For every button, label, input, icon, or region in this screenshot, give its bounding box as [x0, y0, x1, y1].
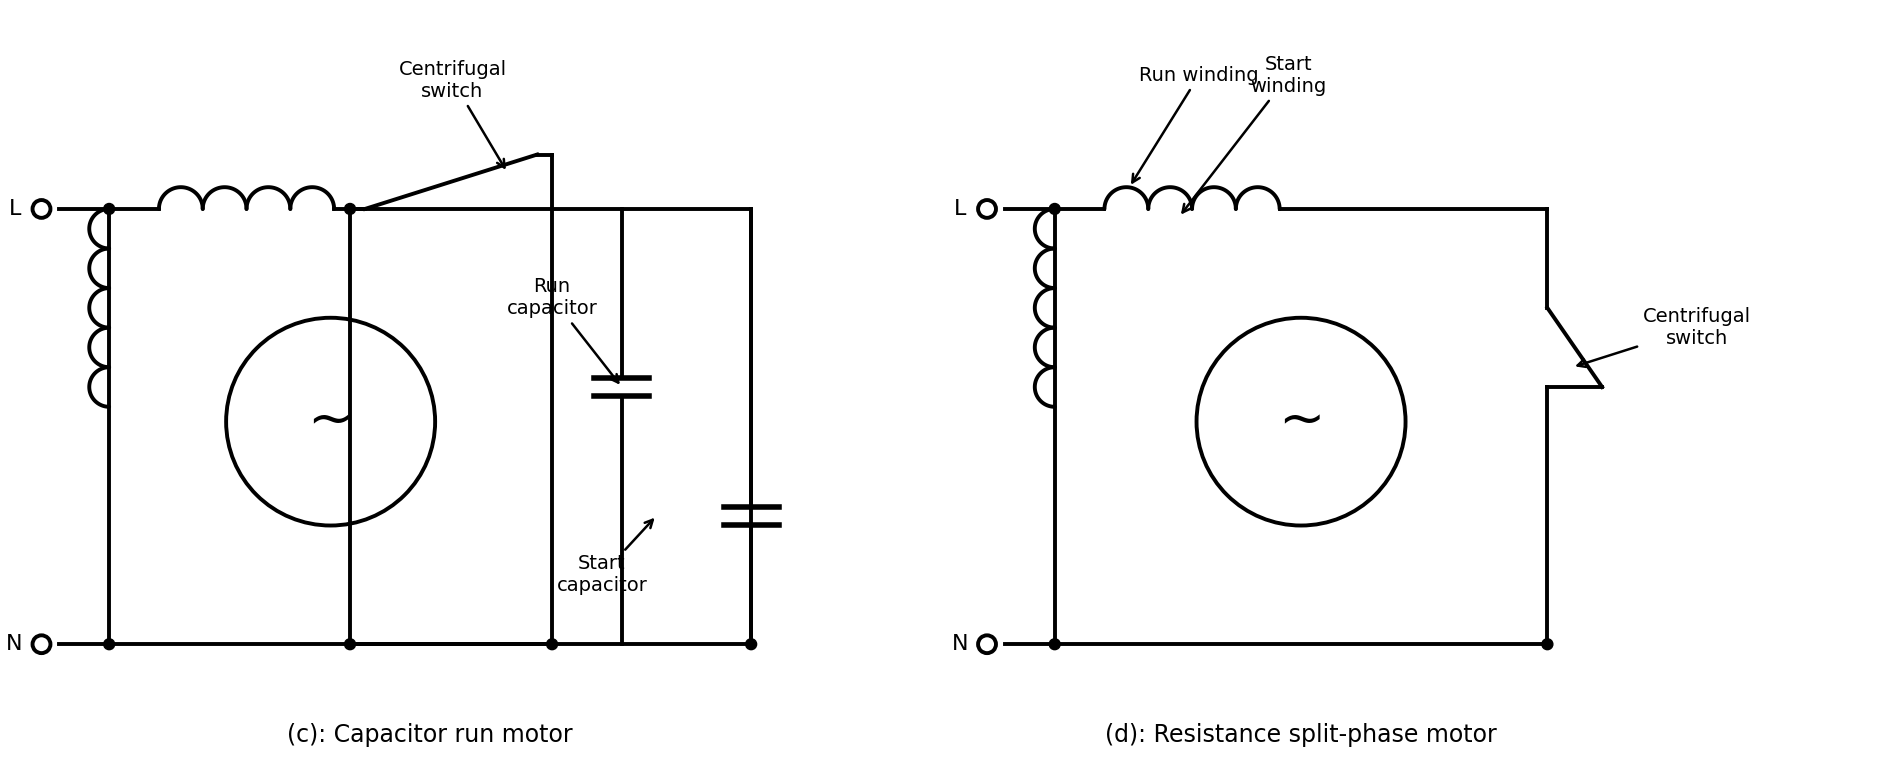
Circle shape [746, 639, 757, 650]
Text: ~: ~ [1277, 395, 1324, 448]
Text: Start
capacitor: Start capacitor [556, 520, 654, 595]
Text: Centrifugal
switch: Centrifugal switch [1578, 307, 1750, 367]
Text: Start
winding: Start winding [1183, 55, 1326, 212]
Text: L: L [954, 199, 967, 219]
Circle shape [1050, 204, 1061, 214]
Text: N: N [952, 634, 969, 654]
Text: N: N [6, 634, 23, 654]
Circle shape [103, 639, 115, 650]
Text: (d): Resistance split-phase motor: (d): Resistance split-phase motor [1104, 723, 1497, 747]
Circle shape [32, 200, 51, 218]
Circle shape [344, 639, 355, 650]
Circle shape [32, 636, 51, 653]
Circle shape [978, 200, 995, 218]
Circle shape [344, 204, 355, 214]
Text: (c): Capacitor run motor: (c): Capacitor run motor [287, 723, 573, 747]
Circle shape [978, 636, 995, 653]
Text: Centrifugal
switch: Centrifugal switch [398, 60, 507, 168]
Text: ~: ~ [308, 395, 353, 448]
Text: Run winding: Run winding [1132, 66, 1258, 183]
Text: Run
capacitor: Run capacitor [507, 277, 618, 382]
Circle shape [103, 204, 115, 214]
Circle shape [1050, 639, 1061, 650]
Circle shape [546, 639, 558, 650]
Text: L: L [8, 199, 21, 219]
Circle shape [1542, 639, 1553, 650]
